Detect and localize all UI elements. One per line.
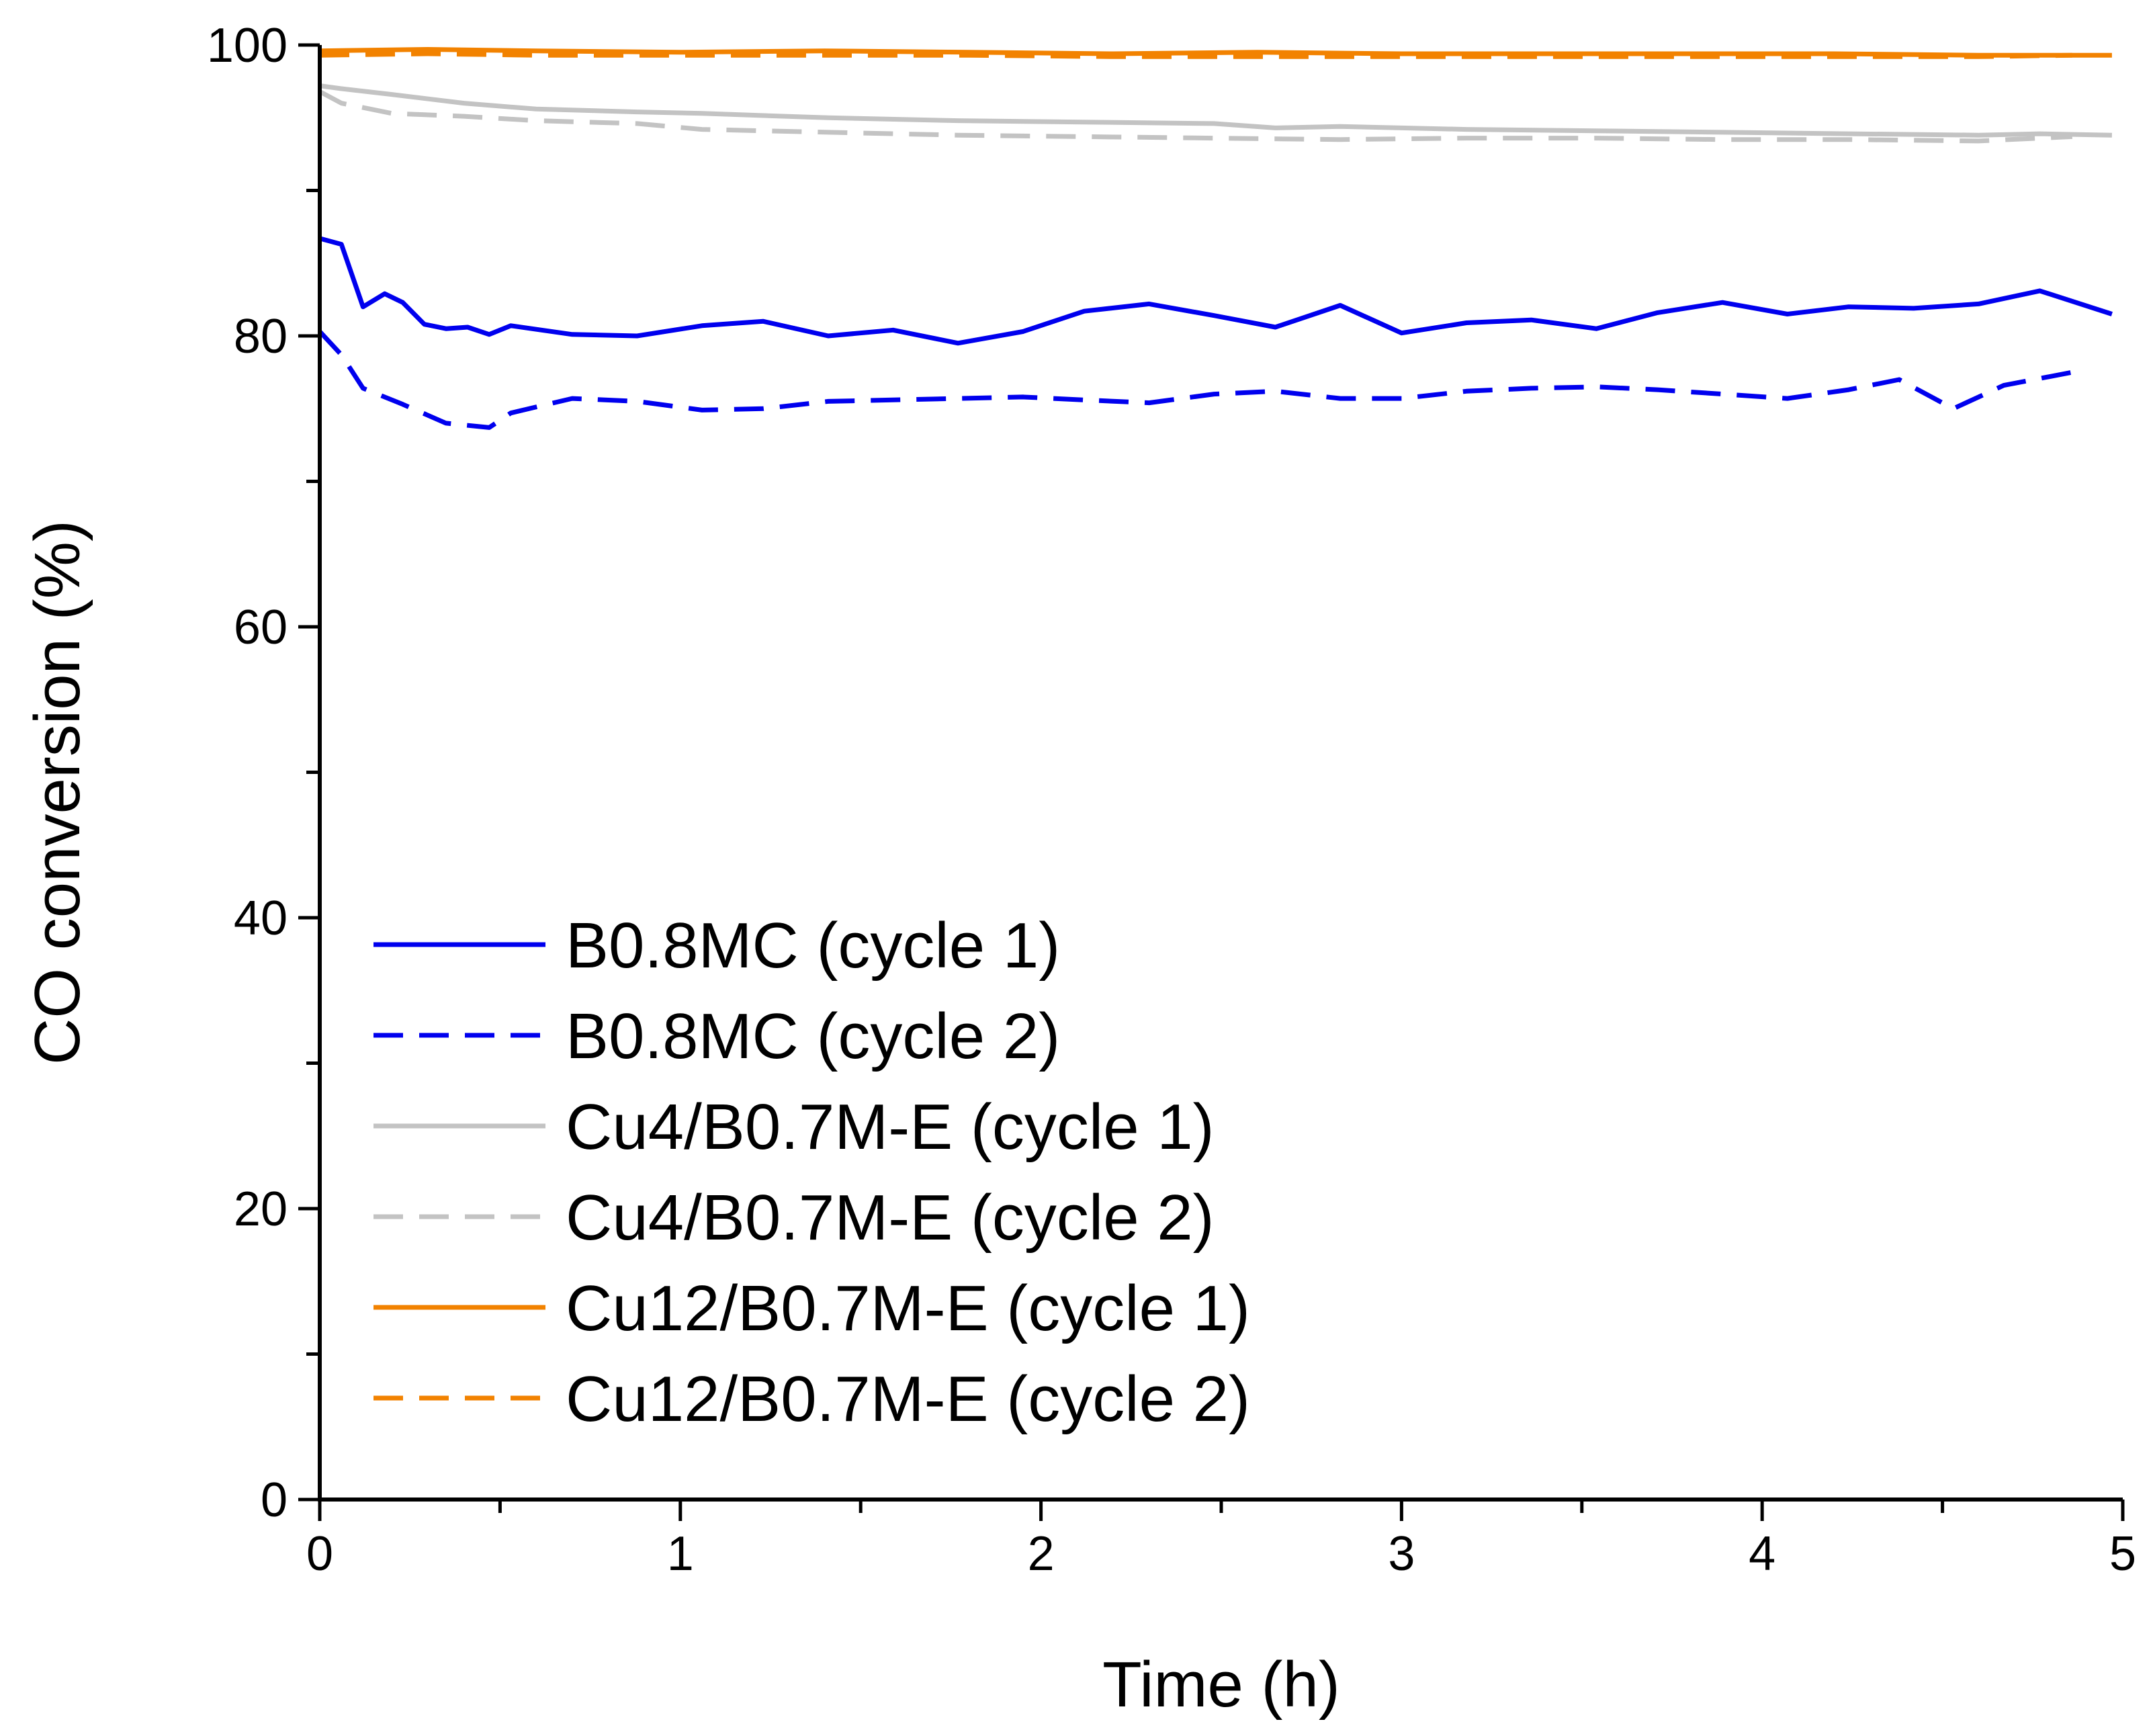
x-tick-label: 4 — [1749, 1527, 1775, 1581]
x-tick-label: 0 — [306, 1527, 333, 1581]
y-tick-label: 80 — [234, 310, 288, 363]
y-tick-label: 0 — [261, 1473, 288, 1527]
legend-label-1: B0.8MC (cycle 1) — [566, 910, 1060, 982]
series-line-6 — [319, 51, 2072, 59]
x-axis-title: Time (h) — [1102, 1649, 1340, 1721]
legend: B0.8MC (cycle 1) B0.8MC (cycle 2) Cu4/B0.7… — [373, 910, 1250, 1435]
y-tick-label: 100 — [207, 19, 288, 73]
x-tick-label: 1 — [667, 1527, 694, 1581]
series-line-4 — [318, 89, 2072, 144]
legend-label-4: Cu4/B0.7M-E (cycle 2) — [566, 1182, 1215, 1254]
x-tick-label: 2 — [1028, 1527, 1055, 1581]
series-line-5 — [319, 47, 2112, 58]
y-tick-label: 60 — [234, 601, 288, 654]
axes: 0 1 2 3 4 5 0 20 40 60 80 100 — [207, 19, 2136, 1581]
x-tick-label: 5 — [2109, 1527, 2136, 1581]
y-axis-title: CO conversion (%) — [21, 520, 93, 1065]
legend-label-5: Cu12/B0.7M-E (cycle 1) — [566, 1272, 1250, 1344]
x-tick-label: 3 — [1388, 1527, 1415, 1581]
legend-label-2: B0.8MC (cycle 2) — [566, 1000, 1060, 1072]
legend-label-3: Cu4/B0.7M-E (cycle 1) — [566, 1091, 1215, 1163]
series-line-2 — [318, 330, 2073, 430]
y-tick-label: 20 — [234, 1182, 288, 1236]
legend-label-6: Cu12/B0.7M-E (cycle 2) — [566, 1363, 1250, 1435]
series-line-3 — [319, 83, 2112, 138]
series-line-1 — [319, 236, 2113, 346]
series-layer — [318, 47, 2113, 430]
y-tick-label: 40 — [234, 892, 288, 945]
